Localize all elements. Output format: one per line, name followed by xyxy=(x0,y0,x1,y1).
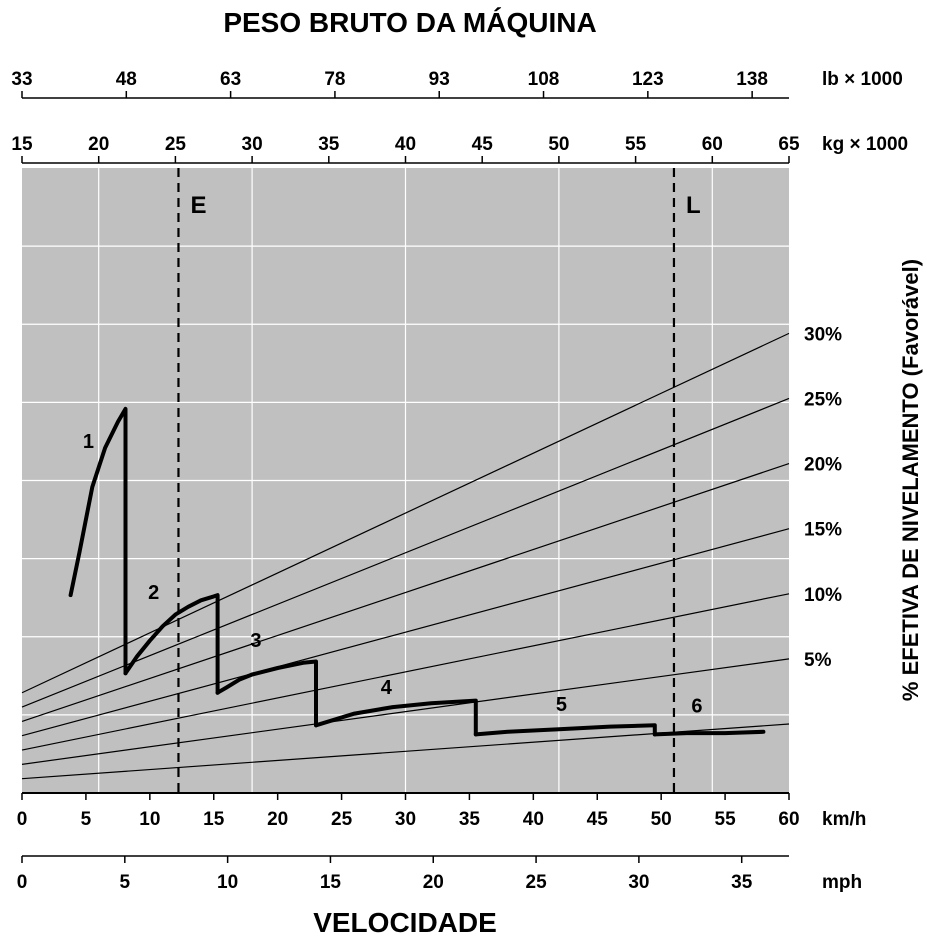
mph-tick-label: 5 xyxy=(120,872,131,893)
lb-axis: 33 48 63 78 93 108 123 138 xyxy=(11,69,789,99)
kmh-axis-unit: km/h xyxy=(822,809,866,830)
gear-curve-6 xyxy=(652,729,766,737)
kg-tick-label: 65 xyxy=(778,134,800,155)
x-axis-title: VELOCIDADE xyxy=(313,907,497,938)
grade-line xyxy=(21,658,790,765)
kmh-tick-label: 40 xyxy=(523,809,544,830)
lb-tick-label: 123 xyxy=(632,69,664,90)
kg-axis-unit: kg × 1000 xyxy=(822,134,908,155)
lb-tick-label: 108 xyxy=(528,69,560,90)
kg-tick-label: 35 xyxy=(318,134,340,155)
gear-label: 6 xyxy=(691,695,702,717)
mph-tick-label: 30 xyxy=(628,872,649,893)
weight-marker-label: L xyxy=(686,192,701,219)
gear-label: 5 xyxy=(556,694,567,716)
grade-label: 10% xyxy=(804,585,842,606)
grade-label: 20% xyxy=(804,455,842,476)
kg-tick-label: 15 xyxy=(11,134,33,155)
gear-curve-1 xyxy=(68,406,128,676)
gear-label: 1 xyxy=(83,431,94,453)
lb-tick-label: 63 xyxy=(220,69,241,90)
kmh-tick-label: 15 xyxy=(203,809,225,830)
kmh-tick-label: 5 xyxy=(81,809,92,830)
grade-line xyxy=(21,397,790,708)
grade-lines: 5% 10% 15% 20% 25% 30% xyxy=(21,324,842,780)
chart-title: PESO BRUTO DA MÁQUINA xyxy=(223,7,596,38)
mph-axis-unit: mph xyxy=(822,872,862,893)
grade-line xyxy=(21,593,790,751)
mph-axis: 0 5 10 15 20 25 30 35 xyxy=(17,855,789,893)
mph-tick-label: 0 xyxy=(17,872,28,893)
gear-label: 4 xyxy=(381,677,393,699)
kmh-tick-label: 30 xyxy=(395,809,416,830)
kmh-tick-label: 25 xyxy=(331,809,353,830)
kg-tick-label: 50 xyxy=(548,134,569,155)
kmh-tick-label: 35 xyxy=(459,809,481,830)
kg-tick-label: 25 xyxy=(165,134,187,155)
lb-axis-unit: lb × 1000 xyxy=(822,69,903,90)
kmh-tick-label: 55 xyxy=(715,809,737,830)
grade-line xyxy=(21,463,790,722)
grade-label: 30% xyxy=(804,324,842,345)
mph-tick-label: 20 xyxy=(423,872,444,893)
gear-curves: 1 2 3 4 5 6 xyxy=(68,406,766,737)
lb-tick-label: 138 xyxy=(736,69,768,90)
kg-axis: 15 20 25 30 35 40 45 50 55 60 65 xyxy=(11,134,800,164)
mph-tick-label: 15 xyxy=(320,872,342,893)
lb-tick-label: 93 xyxy=(429,69,450,90)
kg-tick-label: 20 xyxy=(88,134,109,155)
grade-label: 15% xyxy=(804,520,842,541)
mph-tick-label: 35 xyxy=(731,872,753,893)
kg-tick-label: 60 xyxy=(702,134,723,155)
grade-line xyxy=(21,528,790,737)
grade-line xyxy=(21,332,790,694)
kmh-tick-label: 10 xyxy=(139,809,160,830)
kmh-axis: 0 5 10 15 20 25 30 35 40 45 50 55 60 xyxy=(17,792,800,830)
lb-tick-label: 33 xyxy=(11,69,32,90)
gear-curve-3 xyxy=(215,659,318,728)
mph-tick-label: 10 xyxy=(217,872,238,893)
kg-tick-label: 55 xyxy=(625,134,647,155)
gear-label: 2 xyxy=(148,582,159,604)
weight-marker-label: E xyxy=(190,192,206,219)
gear-curve-2 xyxy=(123,593,220,695)
kmh-tick-label: 60 xyxy=(778,809,799,830)
gear-label: 3 xyxy=(250,630,261,652)
kmh-tick-label: 45 xyxy=(587,809,609,830)
kmh-tick-label: 50 xyxy=(651,809,672,830)
kmh-tick-label: 20 xyxy=(267,809,288,830)
lb-tick-label: 48 xyxy=(116,69,137,90)
mph-tick-label: 25 xyxy=(526,872,548,893)
lb-tick-label: 78 xyxy=(324,69,345,90)
gear-curve-5 xyxy=(473,723,657,737)
kmh-tick-label: 0 xyxy=(17,809,28,830)
gear-curve-4 xyxy=(314,698,478,737)
kg-tick-label: 30 xyxy=(242,134,263,155)
kg-tick-label: 40 xyxy=(395,134,416,155)
grade-label: 25% xyxy=(804,389,842,410)
grid xyxy=(22,168,789,793)
grade-label: 5% xyxy=(804,650,832,671)
kg-tick-label: 45 xyxy=(472,134,494,155)
y-axis-title: % EFETIVA DE NIVELAMENTO (Favorável) xyxy=(898,259,923,701)
